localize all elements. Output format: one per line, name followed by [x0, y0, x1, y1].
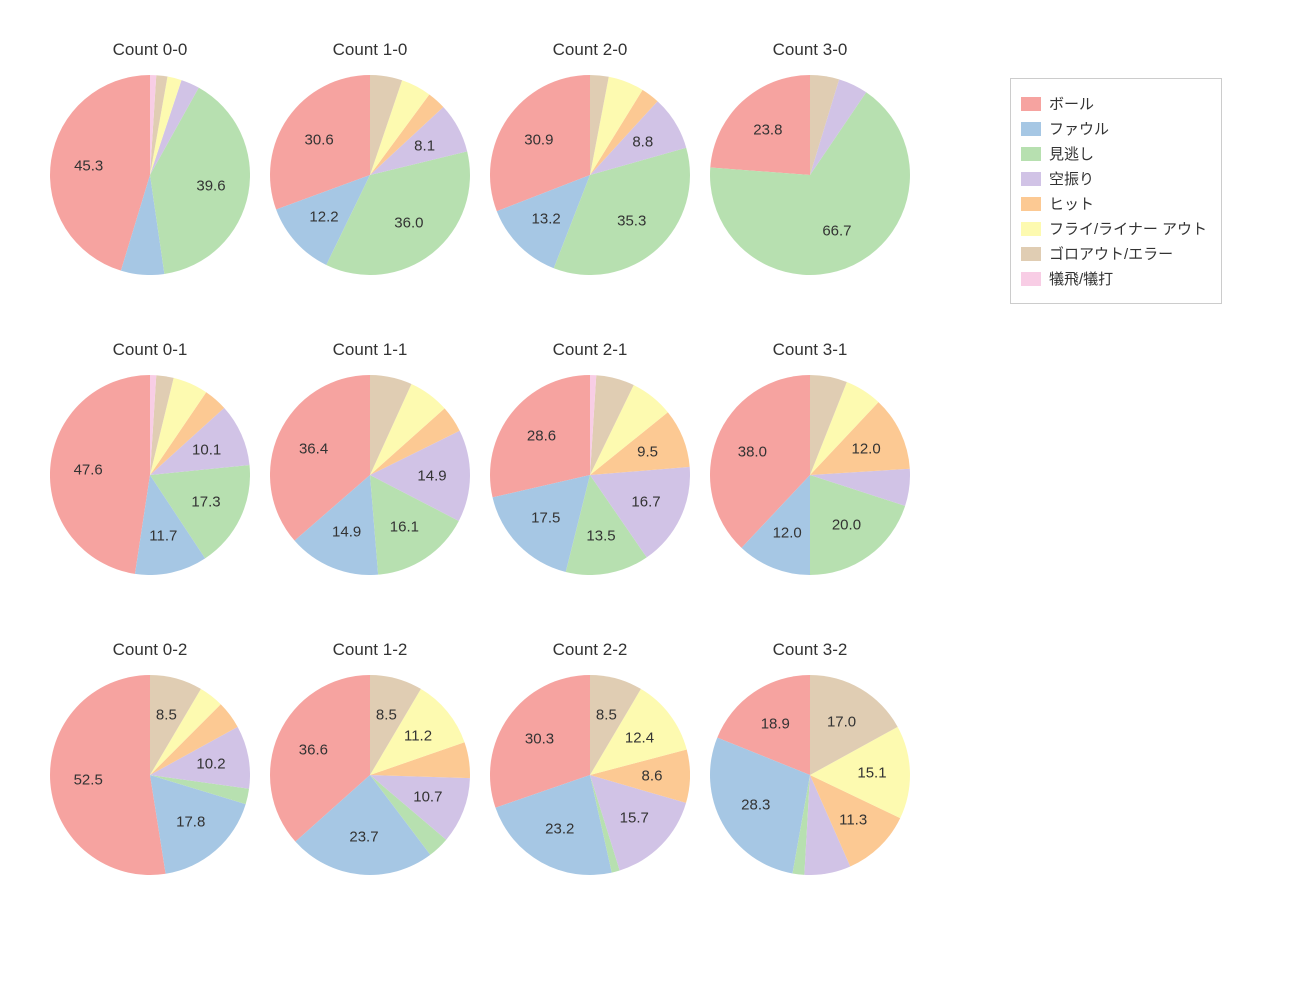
- pie-slice-label: 30.9: [524, 131, 553, 148]
- pie-slice-label: 23.8: [753, 121, 782, 138]
- pie-slice-label: 47.6: [74, 462, 103, 479]
- legend-swatch: [1021, 222, 1041, 236]
- pie-slice-label: 12.4: [625, 729, 654, 746]
- pie-slice-label: 15.7: [620, 810, 649, 827]
- pie-slice: [50, 675, 166, 875]
- legend-swatch: [1021, 197, 1041, 211]
- pie-slice-label: 18.9: [761, 715, 790, 732]
- legend-swatch: [1021, 122, 1041, 136]
- pie-slice-label: 11.2: [404, 727, 432, 744]
- pie-slice-label: 28.3: [741, 797, 770, 814]
- pie-slice-label: 11.3: [839, 811, 867, 828]
- pie-slice-label: 14.9: [332, 524, 361, 541]
- legend-item: ヒット: [1021, 193, 1207, 214]
- pie-chart: [50, 75, 250, 275]
- pie-title: Count 3-0: [700, 40, 920, 60]
- pie-title: Count 2-0: [480, 40, 700, 60]
- legend-item: フライ/ライナー アウト: [1021, 218, 1207, 239]
- legend-swatch: [1021, 247, 1041, 261]
- pie-title: Count 2-1: [480, 340, 700, 360]
- pie-slice-label: 12.0: [851, 440, 880, 457]
- pie-title: Count 1-0: [260, 40, 480, 60]
- pie-slice-label: 45.3: [74, 157, 103, 174]
- legend-label: ボール: [1049, 93, 1094, 114]
- pie-slice-label: 23.7: [349, 828, 378, 845]
- pie-slice-label: 14.9: [417, 467, 446, 484]
- legend-label: 空振り: [1049, 168, 1094, 189]
- pie-slice-label: 38.0: [738, 444, 767, 461]
- legend-swatch: [1021, 272, 1041, 286]
- pie-slice-label: 30.6: [305, 131, 334, 148]
- legend-swatch: [1021, 97, 1041, 111]
- pie-slice-label: 8.5: [376, 707, 397, 724]
- legend-label: 見逃し: [1049, 143, 1094, 164]
- pie-slice-label: 30.3: [525, 731, 554, 748]
- legend-label: ファウル: [1049, 118, 1109, 139]
- pie-slice-label: 52.5: [74, 771, 103, 788]
- pie-slice-label: 36.0: [394, 215, 423, 232]
- legend-item: 見逃し: [1021, 143, 1207, 164]
- pie-slice-label: 9.5: [637, 443, 658, 460]
- legend-label: ヒット: [1049, 193, 1094, 214]
- pie-title: Count 3-2: [700, 640, 920, 660]
- pie-slice-label: 16.7: [631, 493, 660, 510]
- legend-swatch: [1021, 147, 1041, 161]
- chart-grid: ボールファウル見逃し空振りヒットフライ/ライナー アウトゴロアウト/エラー犠飛/…: [0, 0, 1300, 1000]
- legend: ボールファウル見逃し空振りヒットフライ/ライナー アウトゴロアウト/エラー犠飛/…: [1010, 78, 1222, 304]
- legend-item: ボール: [1021, 93, 1207, 114]
- pie-slice-label: 17.8: [176, 813, 205, 830]
- pie-slice-label: 10.2: [196, 755, 225, 772]
- pie-title: Count 0-0: [40, 40, 260, 60]
- pie-slice-label: 15.1: [857, 765, 886, 782]
- pie-slice-label: 20.0: [832, 517, 861, 534]
- pie-chart: [270, 75, 470, 275]
- pie-slice-label: 23.2: [545, 821, 574, 838]
- pie-title: Count 0-2: [40, 640, 260, 660]
- pie-slice-label: 12.2: [309, 208, 338, 225]
- pie-slice-label: 39.6: [196, 178, 225, 195]
- pie-slice-label: 8.8: [632, 134, 653, 151]
- pie-slice-label: 17.3: [191, 493, 220, 510]
- pie-slice-label: 8.6: [642, 767, 663, 784]
- pie-slice-label: 11.7: [149, 527, 177, 544]
- legend-item: ファウル: [1021, 118, 1207, 139]
- pie-slice-label: 36.4: [299, 441, 328, 458]
- pie-slice-label: 28.6: [527, 428, 556, 445]
- pie-slice-label: 8.5: [596, 707, 617, 724]
- pie-title: Count 1-2: [260, 640, 480, 660]
- pie-chart: [490, 75, 690, 275]
- pie-slice-label: 66.7: [822, 222, 851, 239]
- pie-title: Count 0-1: [40, 340, 260, 360]
- pie-slice-label: 8.5: [156, 707, 177, 724]
- pie-slice-label: 35.3: [617, 212, 646, 229]
- legend-swatch: [1021, 172, 1041, 186]
- legend-item: ゴロアウト/エラー: [1021, 243, 1207, 264]
- pie-chart: [710, 75, 910, 275]
- pie-title: Count 2-2: [480, 640, 700, 660]
- pie-slice-label: 12.0: [773, 524, 802, 541]
- pie-slice-label: 10.7: [413, 789, 442, 806]
- legend-item: 犠飛/犠打: [1021, 268, 1207, 289]
- pie-slice-label: 8.1: [414, 137, 435, 154]
- pie-slice-label: 10.1: [192, 441, 221, 458]
- pie-slice-label: 13.2: [532, 210, 561, 227]
- pie-chart: [710, 375, 910, 575]
- pie-slice-label: 16.1: [390, 518, 419, 535]
- pie-slice-label: 17.0: [827, 713, 856, 730]
- pie-title: Count 3-1: [700, 340, 920, 360]
- pie-chart: [490, 375, 690, 575]
- legend-label: フライ/ライナー アウト: [1049, 218, 1207, 239]
- pie-slice-label: 13.5: [586, 528, 615, 545]
- legend-item: 空振り: [1021, 168, 1207, 189]
- pie-slice-label: 36.6: [299, 741, 328, 758]
- legend-label: ゴロアウト/エラー: [1049, 243, 1173, 264]
- pie-slice-label: 17.5: [531, 510, 560, 527]
- pie-title: Count 1-1: [260, 340, 480, 360]
- legend-label: 犠飛/犠打: [1049, 268, 1113, 289]
